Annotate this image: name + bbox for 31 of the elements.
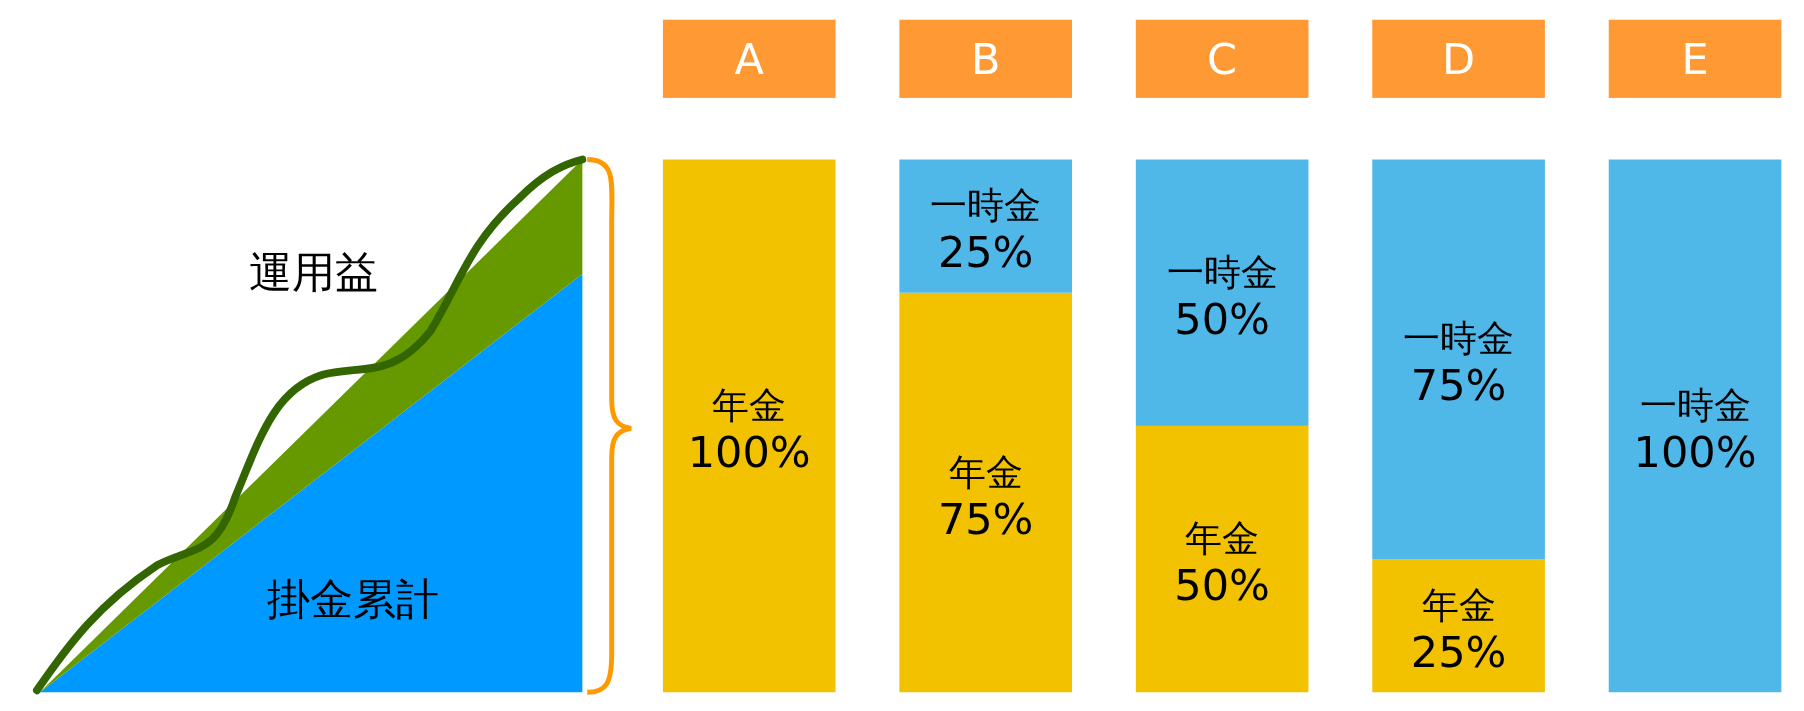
bar — [662, 159, 836, 693]
text: 年金 — [1185, 517, 1260, 561]
x-tick-label: C — [1207, 34, 1238, 85]
text: 年金 — [948, 450, 1023, 494]
data-label: 100% — [1633, 426, 1757, 477]
data-label: 50% — [1174, 293, 1270, 344]
series-label: 年金 — [1421, 583, 1496, 627]
data-label: 100% — [687, 426, 811, 477]
text: 一時金 — [1166, 250, 1278, 294]
bar — [1372, 159, 1545, 560]
data-label: 25% — [937, 227, 1034, 278]
text: 運用益 — [249, 246, 379, 297]
bar — [1135, 425, 1309, 693]
x-tick-label: B — [970, 34, 1001, 85]
bar — [1608, 159, 1782, 693]
data-label: 25% — [1410, 626, 1507, 677]
bar — [899, 292, 1072, 693]
x-tick-label: A — [734, 34, 765, 85]
bar — [1135, 159, 1309, 426]
x-tick-label: E — [1681, 34, 1709, 85]
bar — [1372, 559, 1545, 693]
series-label: 一時金 — [930, 184, 1042, 228]
x-tick-label: D — [1442, 34, 1476, 85]
bar — [899, 159, 1072, 293]
text: 一時金 — [1639, 384, 1751, 428]
text: 一時金 — [1403, 317, 1515, 361]
data-label: 75% — [937, 493, 1034, 544]
data-label: 75% — [1410, 360, 1507, 411]
text: 掛金累計 — [266, 574, 439, 625]
text: 年金 — [712, 384, 787, 428]
data-label: 50% — [1174, 560, 1270, 611]
